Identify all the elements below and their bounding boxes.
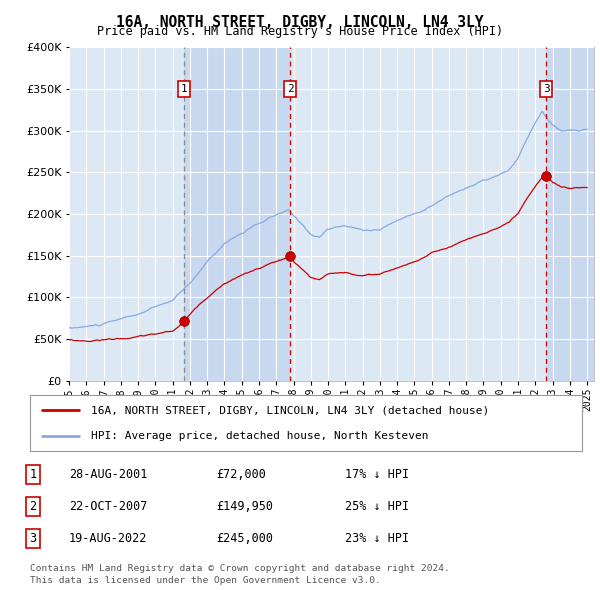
Text: 19-AUG-2022: 19-AUG-2022 <box>69 532 148 545</box>
Bar <box>184 47 290 381</box>
Text: This data is licensed under the Open Government Licence v3.0.: This data is licensed under the Open Gov… <box>30 576 381 585</box>
Text: 3: 3 <box>29 532 37 545</box>
Text: Price paid vs. HM Land Registry's House Price Index (HPI): Price paid vs. HM Land Registry's House … <box>97 25 503 38</box>
Text: £245,000: £245,000 <box>216 532 273 545</box>
Text: £72,000: £72,000 <box>216 468 266 481</box>
Text: 17% ↓ HPI: 17% ↓ HPI <box>345 468 409 481</box>
Text: 3: 3 <box>543 84 550 94</box>
Text: 25% ↓ HPI: 25% ↓ HPI <box>345 500 409 513</box>
Text: 16A, NORTH STREET, DIGBY, LINCOLN, LN4 3LY (detached house): 16A, NORTH STREET, DIGBY, LINCOLN, LN4 3… <box>91 405 489 415</box>
Text: 2: 2 <box>287 84 293 94</box>
Bar <box>546 47 594 381</box>
Text: Contains HM Land Registry data © Crown copyright and database right 2024.: Contains HM Land Registry data © Crown c… <box>30 565 450 573</box>
Text: 1: 1 <box>181 84 187 94</box>
Text: 23% ↓ HPI: 23% ↓ HPI <box>345 532 409 545</box>
Text: 28-AUG-2001: 28-AUG-2001 <box>69 468 148 481</box>
Text: £149,950: £149,950 <box>216 500 273 513</box>
Text: HPI: Average price, detached house, North Kesteven: HPI: Average price, detached house, Nort… <box>91 431 428 441</box>
Text: 16A, NORTH STREET, DIGBY, LINCOLN, LN4 3LY: 16A, NORTH STREET, DIGBY, LINCOLN, LN4 3… <box>116 15 484 30</box>
Text: 22-OCT-2007: 22-OCT-2007 <box>69 500 148 513</box>
Text: 1: 1 <box>29 468 37 481</box>
Text: 2: 2 <box>29 500 37 513</box>
